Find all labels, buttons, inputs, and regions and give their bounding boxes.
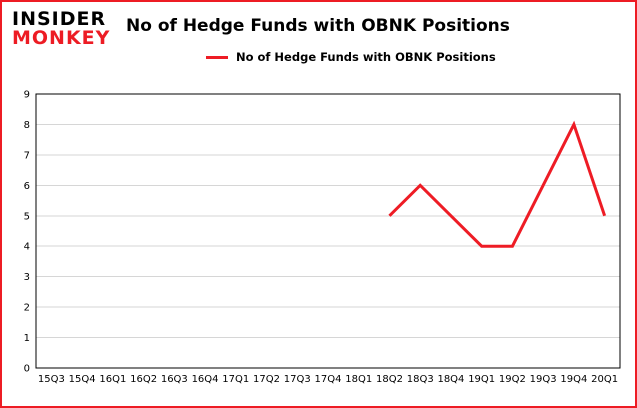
x-tick-label: 16Q1 bbox=[99, 374, 126, 385]
y-tick-label: 3 bbox=[24, 272, 30, 283]
y-tick-label: 0 bbox=[24, 364, 30, 375]
legend: No of Hedge Funds with OBNK Positions bbox=[206, 50, 625, 64]
header-right: No of Hedge Funds with OBNK Positions No… bbox=[126, 10, 625, 64]
y-tick-label: 5 bbox=[24, 211, 30, 222]
logo-text-insider: INSIDER bbox=[12, 8, 107, 30]
legend-label: No of Hedge Funds with OBNK Positions bbox=[236, 50, 496, 64]
insider-monkey-logo: INSIDER MONKEY bbox=[12, 8, 116, 50]
y-tick-label: 1 bbox=[24, 333, 30, 344]
x-tick-label: 17Q2 bbox=[253, 374, 280, 385]
x-tick-label: 16Q3 bbox=[161, 374, 188, 385]
y-tick-label: 7 bbox=[24, 150, 30, 161]
x-tick-label: 16Q2 bbox=[130, 374, 157, 385]
x-tick-label: 16Q4 bbox=[192, 374, 219, 385]
y-tick-label: 6 bbox=[24, 181, 30, 192]
chart-svg: 0 1 2 3 4 5 6 7 8 9 15Q3 15Q4 16Q1 16Q2 16Q3 16Q4 17Q1 17… bbox=[24, 90, 621, 385]
x-tick-label: 19Q2 bbox=[499, 374, 526, 385]
x-tick-label: 17Q3 bbox=[284, 374, 311, 385]
y-tick-label: 8 bbox=[24, 120, 30, 131]
x-tick-label: 17Q1 bbox=[222, 374, 249, 385]
x-tick-label: 18Q3 bbox=[407, 374, 434, 385]
series-line bbox=[388, 120, 607, 248]
legend-line-swatch bbox=[206, 55, 228, 59]
logo-text-monkey: MONKEY bbox=[12, 27, 111, 50]
x-tick-label: 19Q1 bbox=[468, 374, 495, 385]
chart-area: 0 1 2 3 4 5 6 7 8 9 15Q3 15Q4 16Q1 16Q2 16Q3 16Q4 17Q1 17… bbox=[10, 88, 626, 398]
header: INSIDER MONKEY No of Hedge Funds with OB… bbox=[2, 2, 635, 64]
x-tick-label: 15Q4 bbox=[69, 374, 96, 385]
y-tick-label: 4 bbox=[24, 242, 30, 253]
x-tick-label: 18Q4 bbox=[437, 374, 464, 385]
x-tick-label: 20Q1 bbox=[591, 374, 618, 385]
x-tick-label: 18Q2 bbox=[376, 374, 403, 385]
x-tick-label: 18Q1 bbox=[345, 374, 372, 385]
x-tick-label: 15Q3 bbox=[38, 374, 65, 385]
x-tick-label: 19Q3 bbox=[530, 374, 557, 385]
x-tick-label: 19Q4 bbox=[560, 374, 587, 385]
y-tick-label: 2 bbox=[24, 303, 30, 314]
y-tick-label: 9 bbox=[24, 90, 30, 101]
plot-border bbox=[35, 93, 621, 369]
page-title: No of Hedge Funds with OBNK Positions bbox=[126, 16, 510, 36]
x-tick-label: 17Q4 bbox=[315, 374, 342, 385]
